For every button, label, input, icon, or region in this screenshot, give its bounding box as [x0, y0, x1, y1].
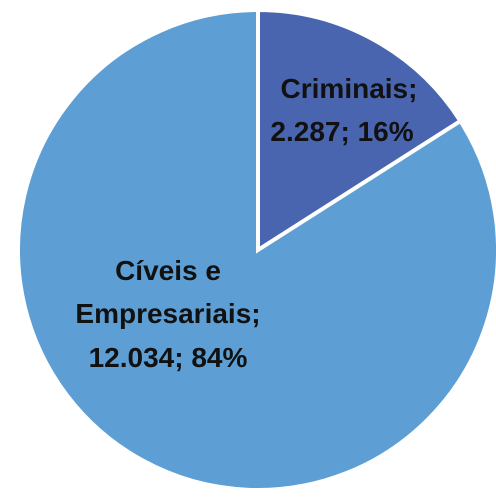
slices-layer — [16, 7, 496, 492]
slice-criminais — [256, 7, 464, 254]
label-civeis-line1: Cíveis e — [115, 255, 221, 286]
labels-layer: Criminais; 2.287; 16% Cíveis e Empresari… — [75, 73, 417, 373]
slice-civeis-empresariais — [16, 7, 496, 492]
label-civeis-line2: Empresariais; — [75, 298, 260, 329]
label-criminais-line2: 2.287; 16% — [270, 116, 413, 147]
label-criminais-line1: Criminais; — [281, 73, 418, 104]
label-civeis-line3: 12.034; 84% — [89, 342, 248, 373]
